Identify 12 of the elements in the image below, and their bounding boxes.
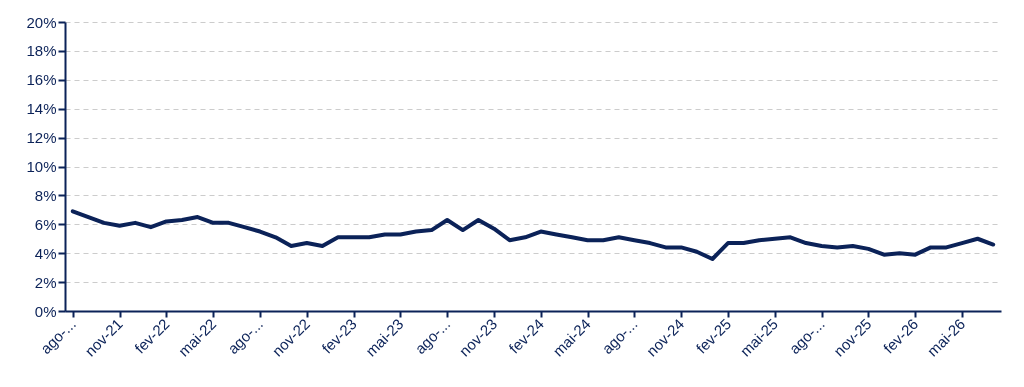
y-tick-label: 8% (34, 186, 57, 204)
y-tick-label: 18% (26, 42, 57, 60)
y-tick-label: 4% (34, 244, 57, 262)
y-tick-label: 20% (26, 13, 57, 31)
y-tick-label: 2% (34, 273, 57, 291)
y-tick-label: 12% (26, 129, 57, 147)
y-tick-label: 10% (26, 158, 57, 175)
y-tick-label: 6% (34, 215, 57, 233)
line-series (70, 209, 996, 261)
y-tick-label: 0% (34, 302, 57, 320)
y-tick-label: 16% (26, 71, 57, 89)
y-tick-label: 14% (26, 100, 57, 118)
